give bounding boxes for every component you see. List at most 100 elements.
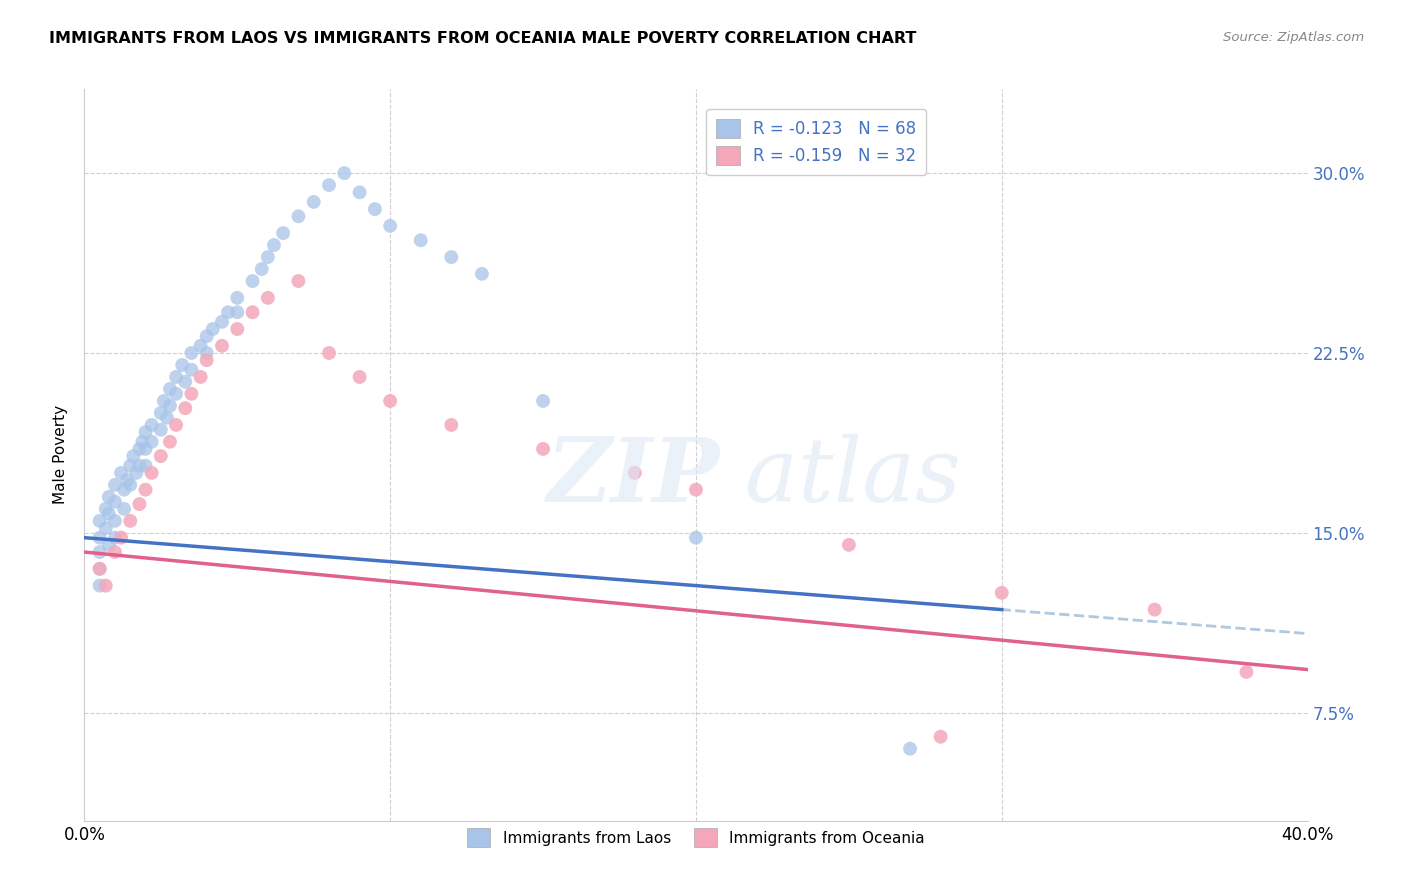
Point: [211, 315, 233, 329]
Point: [89, 514, 111, 528]
Text: Source: ZipAtlas.com: Source: ZipAtlas.com: [1223, 31, 1364, 45]
Point: [165, 370, 187, 384]
Point: [89, 562, 111, 576]
Point: [153, 394, 176, 409]
Point: [195, 346, 218, 360]
Point: [440, 250, 463, 264]
Point: [624, 466, 647, 480]
Point: [120, 478, 142, 492]
Point: [165, 417, 187, 432]
Point: [1143, 602, 1166, 616]
Point: [165, 386, 187, 401]
Point: [159, 399, 181, 413]
Point: [287, 209, 309, 223]
Point: [250, 262, 273, 277]
Point: [120, 514, 142, 528]
Point: [685, 531, 707, 545]
Point: [242, 274, 264, 288]
Point: [131, 434, 153, 449]
Point: [97, 507, 120, 521]
Point: [141, 417, 163, 432]
Point: [156, 410, 179, 425]
Point: [471, 267, 494, 281]
Point: [201, 322, 224, 336]
Point: [141, 466, 163, 480]
Text: IMMIGRANTS FROM LAOS VS IMMIGRANTS FROM OCEANIA MALE POVERTY CORRELATION CHART: IMMIGRANTS FROM LAOS VS IMMIGRANTS FROM …: [49, 31, 917, 46]
Point: [257, 291, 280, 305]
Text: atlas: atlas: [745, 434, 960, 520]
Point: [180, 363, 202, 377]
Point: [1236, 665, 1258, 679]
Point: [120, 458, 142, 473]
Point: [135, 458, 157, 473]
Point: [172, 358, 194, 372]
Point: [174, 401, 197, 416]
Point: [89, 579, 111, 593]
Point: [380, 219, 402, 233]
Point: [97, 490, 120, 504]
Point: [89, 545, 111, 559]
Point: [104, 545, 127, 559]
Point: [149, 406, 172, 420]
Y-axis label: Male Poverty: Male Poverty: [53, 405, 69, 505]
Point: [685, 483, 707, 497]
Point: [333, 166, 356, 180]
Point: [349, 370, 371, 384]
Point: [257, 250, 280, 264]
Point: [149, 449, 172, 463]
Point: [364, 202, 387, 216]
Point: [94, 501, 117, 516]
Point: [135, 442, 157, 456]
Point: [135, 483, 157, 497]
Point: [104, 531, 127, 545]
Point: [318, 346, 340, 360]
Point: [128, 497, 150, 511]
Point: [226, 291, 249, 305]
Point: [380, 394, 402, 409]
Point: [531, 394, 554, 409]
Point: [226, 322, 249, 336]
Point: [125, 466, 148, 480]
Point: [180, 386, 202, 401]
Point: [94, 579, 117, 593]
Point: [128, 458, 150, 473]
Point: [159, 434, 181, 449]
Point: [104, 478, 127, 492]
Point: [195, 353, 218, 368]
Legend: Immigrants from Laos, Immigrants from Oceania: Immigrants from Laos, Immigrants from Oc…: [461, 822, 931, 854]
Point: [226, 305, 249, 319]
Point: [271, 226, 294, 240]
Point: [104, 514, 127, 528]
Point: [898, 741, 921, 756]
Point: [104, 494, 127, 508]
Point: [128, 442, 150, 456]
Point: [149, 423, 172, 437]
Point: [991, 586, 1014, 600]
Point: [89, 531, 111, 545]
Point: [112, 501, 135, 516]
Point: [180, 346, 202, 360]
Point: [174, 375, 197, 389]
Point: [217, 305, 239, 319]
Point: [94, 521, 117, 535]
Point: [135, 425, 157, 439]
Point: [159, 382, 181, 396]
Point: [190, 370, 212, 384]
Point: [287, 274, 309, 288]
Point: [110, 466, 132, 480]
Point: [112, 483, 135, 497]
Point: [190, 339, 212, 353]
Point: [318, 178, 340, 193]
Point: [97, 538, 120, 552]
Point: [440, 417, 463, 432]
Point: [195, 329, 218, 343]
Point: [141, 434, 163, 449]
Point: [263, 238, 285, 252]
Point: [115, 473, 138, 487]
Point: [110, 531, 132, 545]
Point: [531, 442, 554, 456]
Point: [89, 562, 111, 576]
Point: [122, 449, 145, 463]
Point: [409, 233, 432, 247]
Point: [302, 194, 325, 209]
